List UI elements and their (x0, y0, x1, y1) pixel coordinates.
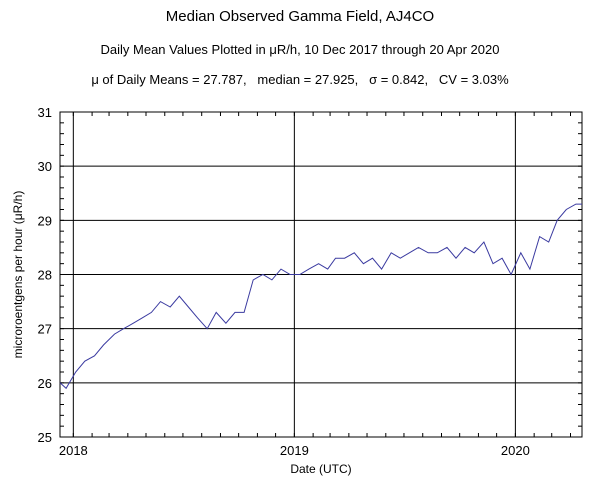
y-tick-label: 25 (38, 430, 52, 445)
y-tick-label: 31 (38, 105, 52, 120)
y-tick-label: 27 (38, 322, 52, 337)
y-tick-labels: 25 26 27 28 29 30 31 (38, 105, 52, 445)
y-axis-label: microroentgens per hour (μR/h) (11, 191, 25, 359)
y-tick-label: 29 (38, 213, 52, 228)
x-tick-label: 2019 (280, 443, 309, 458)
grid-lines (60, 111, 582, 438)
y-tick-label: 30 (38, 159, 52, 174)
y-tick-label: 28 (38, 268, 52, 283)
x-tick-labels: 2018 2019 2020 (59, 443, 530, 458)
series-line (59, 203, 582, 390)
chart-subtitle: Daily Mean Values Plotted in μR/h, 10 De… (100, 42, 500, 57)
x-tick-label: 2018 (59, 443, 88, 458)
chart-stats: μ of Daily Means = 27.787, median = 27.9… (91, 72, 509, 87)
y-tick-label: 26 (38, 376, 52, 391)
chart-title: Median Observed Gamma Field, AJ4CO (165, 8, 435, 25)
minor-ticks (60, 111, 582, 438)
x-axis-label: Date (UTC) (290, 462, 351, 476)
x-tick-label: 2020 (501, 443, 530, 458)
